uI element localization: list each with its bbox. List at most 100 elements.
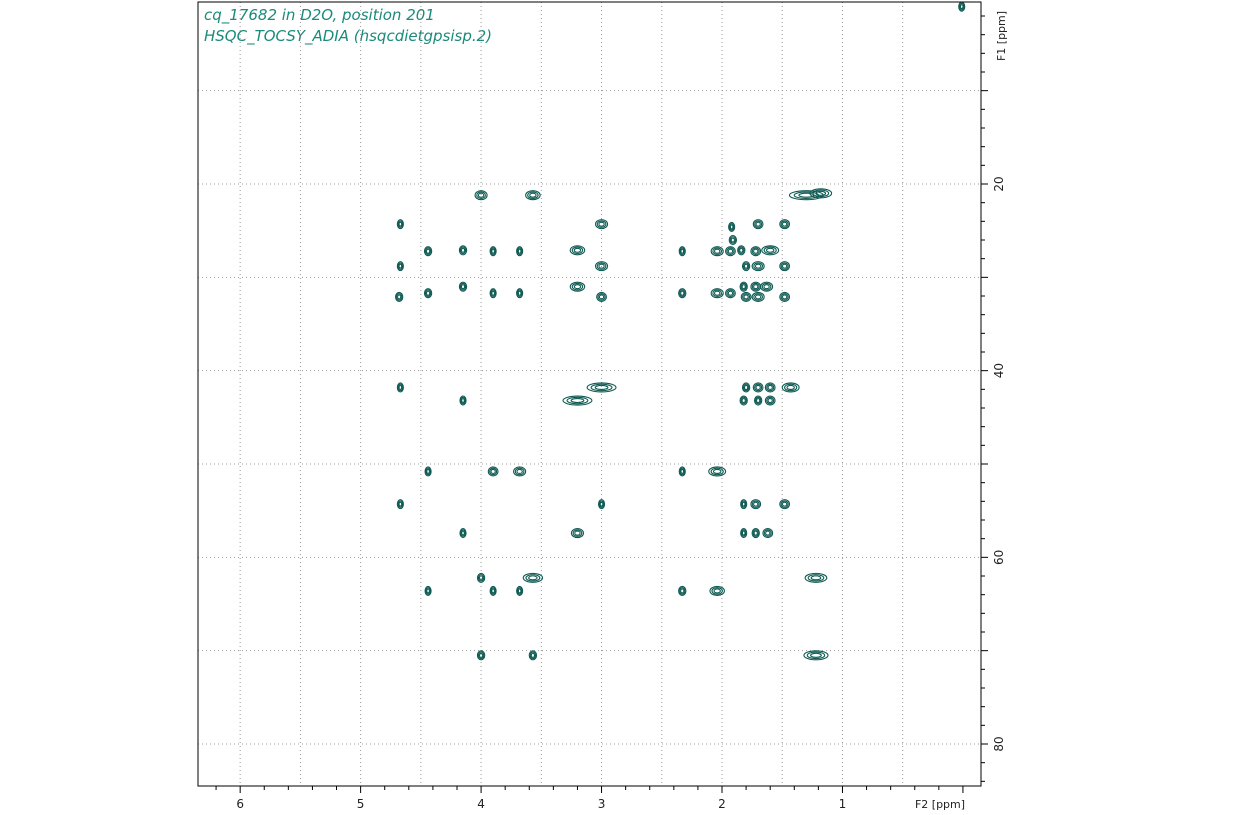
contour-ring [460, 529, 466, 537]
contour-ring [530, 652, 536, 658]
contour-ring [742, 293, 751, 301]
contour-ring [397, 262, 404, 270]
experiment-subtitle: HSQC_TOCSY_ADIA (hsqcdietgpsisp.2) [204, 27, 493, 45]
contour-peak [570, 528, 585, 539]
contour-ring [525, 190, 541, 201]
contour-peak [423, 288, 433, 299]
contour-ring [753, 262, 764, 270]
contour-ring [459, 246, 467, 255]
contour-ring [597, 293, 606, 301]
contour-ring [803, 650, 829, 661]
contour-ring [397, 500, 404, 508]
contour-ring [766, 396, 775, 405]
contour-peak [728, 221, 736, 232]
contour-ring [740, 291, 752, 302]
contour-ring [725, 288, 736, 299]
contour-ring [461, 530, 465, 536]
contour-ring [743, 294, 749, 300]
contour-ring [678, 246, 686, 257]
contour-ring [781, 382, 800, 393]
contour-ring [678, 466, 686, 477]
contour-ring [490, 468, 496, 474]
contour-ring [728, 234, 738, 246]
contour-ring [812, 189, 830, 198]
contour-ring [573, 247, 582, 253]
contour-ring [423, 288, 433, 299]
contour-peak [487, 466, 499, 477]
contour-ring [752, 219, 764, 230]
contour-peak [958, 1, 966, 12]
contour-peak [489, 585, 497, 596]
contour-ring [598, 500, 605, 508]
contour-ring [522, 572, 544, 583]
contour-ring [753, 395, 763, 406]
contour-ring [474, 190, 488, 201]
contour-ring [397, 220, 404, 228]
contour-ring [779, 291, 791, 302]
contour-peak [751, 261, 765, 272]
contour-ring [784, 383, 798, 392]
contour-ring [754, 294, 762, 300]
contour-peak [396, 219, 404, 230]
contour-ring [713, 588, 721, 594]
grid-lines [198, 2, 981, 786]
contour-peak [764, 382, 776, 393]
contour-ring [594, 384, 609, 390]
contour-ring [598, 221, 605, 227]
contour-ring [477, 574, 485, 582]
contour-ring [490, 247, 496, 255]
contour-ring [679, 289, 686, 297]
contour-peak [762, 528, 774, 539]
contour-ring [525, 574, 541, 582]
contour-ring [754, 263, 762, 269]
y-tick-label: 60 [992, 550, 1006, 565]
contour-ring [398, 221, 403, 227]
contour-ring [751, 528, 760, 539]
contour-ring [751, 261, 765, 272]
contour-peak [459, 528, 467, 539]
contour-ring [725, 246, 736, 257]
contour-ring [750, 499, 762, 510]
contour-ring [460, 247, 466, 253]
contour-ring [779, 499, 791, 510]
contour-ring [459, 395, 467, 406]
contour-ring [780, 500, 789, 508]
contour-ring [396, 382, 404, 393]
contour-ring [726, 247, 735, 255]
contour-ring [516, 288, 524, 299]
contour-peak [725, 246, 736, 257]
contour-ring [461, 398, 465, 404]
contour-ring [727, 290, 734, 296]
contour-ring [756, 398, 761, 404]
contour-ring [679, 247, 685, 255]
contour-ring [755, 221, 761, 227]
contour-ring [573, 284, 582, 290]
contour-ring [516, 247, 523, 255]
contour-peak [489, 246, 497, 257]
contour-peak [569, 245, 586, 256]
contour-ring [740, 529, 747, 537]
contour-ring [761, 245, 780, 256]
contour-ring [487, 466, 499, 477]
contour-ring [569, 281, 586, 292]
contour-ring [779, 219, 791, 230]
contour-ring [738, 246, 745, 255]
contour-peak [741, 382, 751, 393]
contour-ring [754, 383, 763, 392]
contour-ring [741, 501, 746, 507]
contour-ring [517, 588, 522, 594]
contour-ring [398, 501, 403, 507]
contour-ring [781, 501, 788, 507]
contour-ring [527, 191, 539, 199]
contour-ring [781, 263, 788, 269]
contour-ring [491, 588, 496, 594]
contour-ring [959, 2, 965, 11]
contour-ring [751, 282, 760, 291]
contour-ring [596, 262, 607, 270]
contour-ring [597, 499, 606, 510]
plot-frame [197, 1, 982, 787]
contour-ring [779, 261, 791, 272]
contour-ring [767, 398, 773, 404]
contour-ring [423, 246, 433, 257]
